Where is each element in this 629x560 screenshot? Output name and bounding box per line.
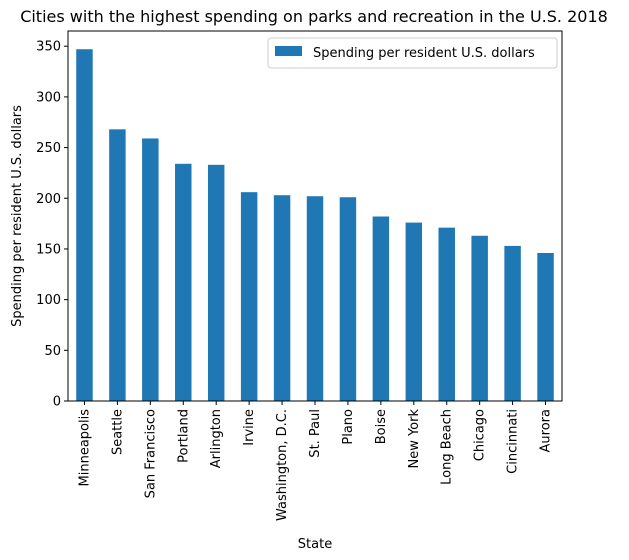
plot-frame bbox=[67, 30, 563, 402]
x-tick-label: Cincinnati bbox=[506, 409, 521, 474]
y-tick-label: 300 bbox=[36, 90, 61, 105]
bar-aurora bbox=[537, 253, 554, 401]
bar-chicago bbox=[471, 235, 488, 401]
x-tick-label: Washington, D.C. bbox=[275, 409, 290, 521]
x-tick-label: San Francisco bbox=[143, 409, 158, 498]
x-tick-label: Arlington bbox=[209, 409, 224, 468]
bar-irvine bbox=[240, 192, 258, 401]
bars-group bbox=[76, 49, 554, 401]
bar-seattle bbox=[109, 129, 126, 401]
bar-boise bbox=[372, 216, 390, 401]
y-axis-title: Spending per resident U.S. dollars bbox=[10, 105, 25, 327]
x-axis-title: State bbox=[298, 537, 332, 552]
x-axis: Minneapolis Seattle San Francisco Portland A… bbox=[77, 401, 554, 521]
legend-swatch bbox=[275, 46, 302, 56]
x-tick-label: Irvine bbox=[242, 409, 257, 446]
x-tick-label: Portland bbox=[176, 409, 191, 463]
bar-cincinnati bbox=[504, 245, 521, 401]
legend: Spending per resident U.S. dollars bbox=[267, 37, 558, 69]
y-axis: 0 50 100 150 200 250 300 350 bbox=[36, 40, 68, 410]
bar-plano bbox=[339, 197, 357, 401]
x-tick-label: Long Beach bbox=[440, 409, 455, 485]
legend-box bbox=[267, 37, 558, 69]
bar-washington-d-c bbox=[273, 195, 291, 401]
x-tick-label: Seattle bbox=[110, 409, 125, 455]
y-tick-label: 50 bbox=[44, 344, 61, 359]
y-tick-label: 150 bbox=[36, 242, 61, 257]
x-tick-label: New York bbox=[407, 409, 422, 469]
y-tick-label: 350 bbox=[36, 40, 61, 55]
y-tick-label: 0 bbox=[53, 395, 61, 410]
y-tick-label: 200 bbox=[36, 192, 61, 207]
bar-portland bbox=[175, 163, 192, 401]
bar-minneapolis bbox=[76, 49, 93, 401]
bar-arlington bbox=[207, 164, 225, 401]
x-tick-label: Minneapolis bbox=[77, 409, 92, 487]
y-tick-label: 250 bbox=[36, 141, 61, 156]
y-tick-label: 100 bbox=[36, 293, 61, 308]
x-tick-label: Plano bbox=[341, 409, 356, 445]
x-tick-label: Chicago bbox=[473, 409, 488, 461]
x-tick-label: Aurora bbox=[539, 409, 554, 452]
bar-san-francisco bbox=[142, 138, 159, 401]
legend-label: Spending per resident U.S. dollars bbox=[313, 46, 535, 61]
chart-title: Cities with the highest spending on park… bbox=[20, 7, 608, 26]
x-tick-label: Boise bbox=[374, 409, 389, 444]
bar-new-york bbox=[405, 222, 423, 401]
bar-st-paul bbox=[306, 196, 324, 401]
x-tick-label: St. Paul bbox=[308, 409, 323, 458]
bar-long-beach bbox=[438, 227, 455, 401]
